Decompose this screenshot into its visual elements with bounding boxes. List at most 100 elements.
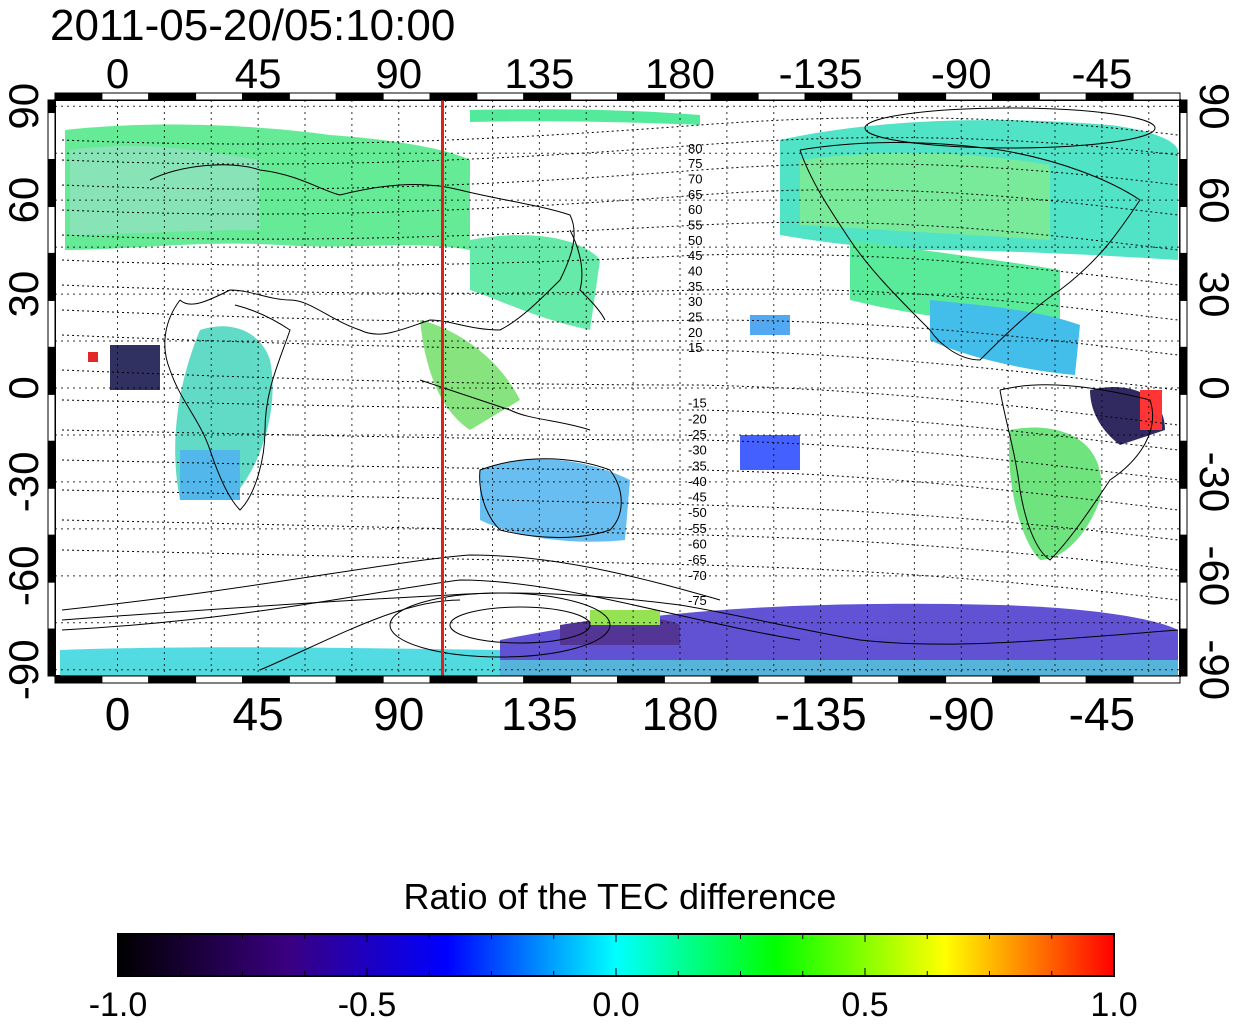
lat-tick-label-left: 0	[0, 376, 47, 399]
map-title: 2011-05-20/05:10:00	[50, 1, 456, 50]
border-bar-bottom	[429, 675, 478, 684]
contour-label: 35	[688, 279, 702, 294]
lon-tick-label-top: -90	[931, 50, 992, 97]
contour-label: 70	[688, 172, 702, 187]
contour-label: 15	[688, 340, 702, 355]
lon-tick-label-top: 0	[106, 50, 129, 97]
border-bar-right	[1179, 252, 1188, 301]
lat-tick-label-right: 30	[1191, 271, 1238, 318]
lat-tick-label-left: 30	[0, 271, 47, 318]
border-bar-bottom	[476, 675, 525, 684]
lon-tick-label-bottom: 45	[233, 688, 284, 740]
colorbar-title: Ratio of the TEC difference	[403, 876, 837, 917]
border-bar-bottom	[570, 675, 618, 684]
border-bar-bottom	[195, 675, 243, 684]
border-bar-bottom	[335, 675, 384, 684]
colorbar-tick-label: 1.0	[1090, 986, 1137, 1024]
contour-label: -40	[688, 474, 707, 489]
border-bar-left	[47, 440, 56, 489]
border-bar-left	[47, 628, 56, 677]
border-bar-bottom	[382, 675, 431, 684]
border-bar-right	[1179, 581, 1188, 630]
lon-tick-label-top: 90	[375, 50, 422, 97]
lat-tick-label-right: -30	[1191, 452, 1238, 513]
border-bar-right	[1179, 99, 1188, 114]
lat-tick-label-right: 60	[1191, 177, 1238, 224]
border-bar-bottom	[523, 675, 572, 684]
lat-tick-label-right: 0	[1191, 376, 1238, 399]
lon-tick-label-bottom: 135	[501, 688, 578, 740]
border-bar-bottom	[898, 675, 947, 684]
border-bar-right	[1179, 393, 1188, 442]
colorbar-ticks: -1.0 -0.5 0.0 0.5 1.0	[89, 934, 1138, 1024]
border-bar-right	[1179, 534, 1188, 583]
contour-label: 55	[688, 218, 702, 233]
border-bar-left	[47, 534, 56, 583]
axis-tick-labels: 0045459090135135180180-135-135-90-90-45-…	[0, 50, 1238, 740]
border-bar-right	[1179, 299, 1188, 348]
contour-label: 50	[688, 233, 702, 248]
lon-tick-label-top: 45	[235, 50, 282, 97]
border-bar-top	[288, 92, 337, 101]
lat-tick-label-left: 60	[0, 177, 47, 224]
border-bar-left	[47, 205, 56, 254]
border-bar-left	[47, 393, 56, 442]
border-bar-left	[47, 299, 56, 348]
border-bar-left	[47, 581, 56, 630]
border-bar-left	[47, 112, 56, 160]
border-bar-left	[47, 158, 56, 207]
lat-tick-label-left: -30	[0, 452, 47, 513]
colorbar-tick-label: 0.0	[592, 986, 639, 1024]
border-bar-bottom	[101, 675, 150, 684]
border-bar-right	[1179, 158, 1188, 207]
border-bar-top	[1132, 92, 1181, 101]
contour-label: -35	[688, 458, 707, 473]
border-bar-left	[47, 99, 56, 114]
border-bar-right	[1179, 112, 1188, 160]
contour-label: -50	[688, 505, 707, 520]
border-bar-bottom	[1132, 675, 1181, 684]
contour-label: -20	[688, 411, 707, 426]
border-bar-right	[1179, 628, 1188, 677]
border-bar-bottom	[1085, 675, 1134, 684]
border-bar-top	[710, 92, 759, 101]
border-bar-bottom	[54, 675, 103, 684]
colorbar-tick-label: 0.5	[841, 986, 888, 1024]
lat-tick-label-right: -60	[1191, 545, 1238, 606]
lat-tick-label-right: 90	[1191, 83, 1238, 130]
border-bar-left	[47, 487, 56, 536]
magnetic-latitude-contours	[61, 117, 1179, 601]
contour-label: -65	[688, 552, 707, 567]
border-bar-left	[47, 252, 56, 301]
lat-tick-label-left: 90	[0, 83, 47, 130]
border-bar-bottom	[992, 675, 1040, 684]
contour-label: -55	[688, 521, 707, 536]
border-bar-bottom	[757, 675, 806, 684]
lon-tick-label-top: -45	[1072, 50, 1133, 97]
border-bar-top	[54, 92, 103, 101]
lat-tick-label-left: -90	[0, 639, 47, 700]
border-bar-bottom	[1038, 675, 1087, 684]
border-bar-bottom	[663, 675, 712, 684]
contour-label: -45	[688, 490, 707, 505]
border-bar-right	[1179, 487, 1188, 536]
tec-data-raster	[60, 109, 1178, 676]
lon-tick-label-bottom: -45	[1069, 688, 1135, 740]
border-bar-bottom	[804, 675, 853, 684]
border-bar-left	[47, 346, 56, 395]
contour-label: -25	[688, 427, 707, 442]
lon-tick-label-top: -135	[779, 50, 863, 97]
border-bar-right	[1179, 346, 1188, 395]
contour-label: 25	[688, 310, 702, 325]
border-bar-top	[429, 92, 478, 101]
contour-label: -60	[688, 537, 707, 552]
contour-label: -75	[688, 593, 707, 608]
contour-label: -15	[688, 396, 707, 411]
contour-label: -70	[688, 568, 707, 583]
border-bar-bottom	[242, 675, 290, 684]
lon-tick-label-top: 135	[504, 50, 574, 97]
graticule	[55, 100, 1180, 676]
border-bar-bottom	[148, 675, 197, 684]
